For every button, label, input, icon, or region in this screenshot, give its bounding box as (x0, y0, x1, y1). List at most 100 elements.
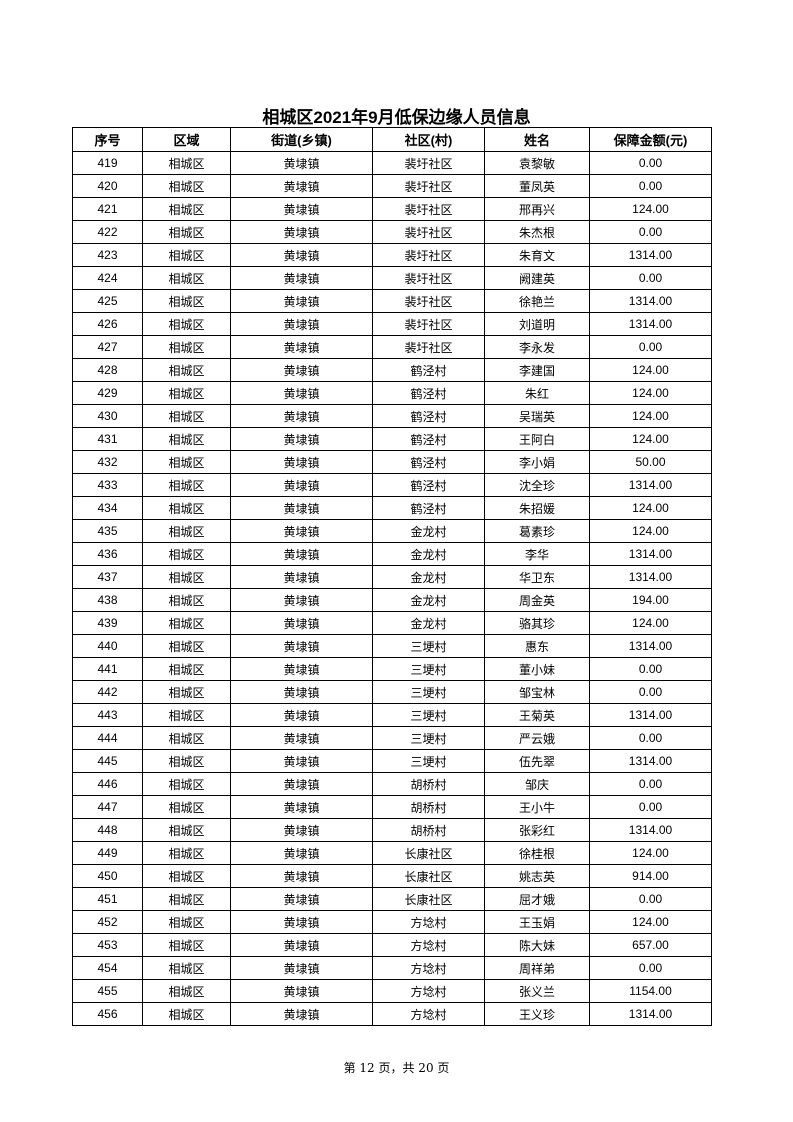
cell-street: 黄埭镇 (230, 726, 373, 750)
cell-amount: 0.00 (589, 887, 712, 911)
cell-district: 相城区 (142, 335, 231, 359)
cell-district: 相城区 (142, 197, 231, 221)
cell-district: 相城区 (142, 818, 231, 842)
cell-district: 相城区 (142, 726, 231, 750)
cell-district: 相城区 (142, 611, 231, 635)
cell-amount: 124.00 (589, 841, 712, 865)
cell-district: 相城区 (142, 1002, 231, 1026)
table-row: 425 相城区 黄埭镇 裴圩社区 徐艳兰 1314.00 (72, 289, 712, 313)
table-row: 431 相城区 黄埭镇 鹤泾村 王阿白 124.00 (72, 427, 712, 451)
cell-index: 446 (72, 772, 143, 796)
cell-index: 429 (72, 381, 143, 405)
cell-district: 相城区 (142, 151, 231, 175)
cell-district: 相城区 (142, 381, 231, 405)
cell-amount: 0.00 (589, 726, 712, 750)
cell-amount: 0.00 (589, 174, 712, 198)
cell-community: 鹤泾村 (372, 473, 485, 497)
table-row: 421 相城区 黄埭镇 裴圩社区 邢再兴 124.00 (72, 197, 712, 221)
cell-street: 黄埭镇 (230, 956, 373, 980)
cell-amount: 1314.00 (589, 818, 712, 842)
table-row: 452 相城区 黄埭镇 方埝村 王玉娟 124.00 (72, 910, 712, 934)
cell-street: 黄埭镇 (230, 312, 373, 336)
cell-district: 相城区 (142, 519, 231, 543)
cell-amount: 124.00 (589, 910, 712, 934)
cell-name: 董小妹 (484, 657, 590, 681)
table-row: 451 相城区 黄埭镇 长康社区 屈才娥 0.00 (72, 887, 712, 911)
cell-street: 黄埭镇 (230, 542, 373, 566)
cell-index: 431 (72, 427, 143, 451)
cell-street: 黄埭镇 (230, 565, 373, 589)
cell-name: 邹宝林 (484, 680, 590, 704)
cell-community: 裴圩社区 (372, 266, 485, 290)
cell-street: 黄埭镇 (230, 289, 373, 313)
cell-name: 邹庆 (484, 772, 590, 796)
cell-community: 金龙村 (372, 542, 485, 566)
cell-community: 三埂村 (372, 680, 485, 704)
cell-district: 相城区 (142, 887, 231, 911)
cell-amount: 0.00 (589, 151, 712, 175)
table-row: 423 相城区 黄埭镇 裴圩社区 朱育文 1314.00 (72, 243, 712, 267)
cell-street: 黄埭镇 (230, 450, 373, 474)
table-row: 446 相城区 黄埭镇 胡桥村 邹庆 0.00 (72, 772, 712, 796)
cell-street: 黄埭镇 (230, 818, 373, 842)
cell-street: 黄埭镇 (230, 772, 373, 796)
cell-street: 黄埭镇 (230, 979, 373, 1003)
cell-community: 裴圩社区 (372, 220, 485, 244)
cell-amount: 0.00 (589, 680, 712, 704)
cell-amount: 0.00 (589, 220, 712, 244)
cell-index: 425 (72, 289, 143, 313)
cell-amount: 124.00 (589, 381, 712, 405)
cell-amount: 124.00 (589, 496, 712, 520)
cell-community: 三埂村 (372, 726, 485, 750)
header-name: 姓名 (484, 127, 590, 152)
cell-community: 金龙村 (372, 519, 485, 543)
cell-district: 相城区 (142, 634, 231, 658)
cell-index: 450 (72, 864, 143, 888)
cell-district: 相城区 (142, 220, 231, 244)
cell-street: 黄埭镇 (230, 496, 373, 520)
cell-index: 437 (72, 565, 143, 589)
cell-amount: 124.00 (589, 197, 712, 221)
cell-index: 438 (72, 588, 143, 612)
table-row: 419 相城区 黄埭镇 裴圩社区 袁黎敏 0.00 (72, 151, 712, 175)
table-row: 422 相城区 黄埭镇 裴圩社区 朱杰根 0.00 (72, 220, 712, 244)
cell-name: 张义兰 (484, 979, 590, 1003)
cell-district: 相城区 (142, 174, 231, 198)
cell-index: 428 (72, 358, 143, 382)
cell-street: 黄埭镇 (230, 933, 373, 957)
table-row: 449 相城区 黄埭镇 长康社区 徐桂根 124.00 (72, 841, 712, 865)
cell-district: 相城区 (142, 358, 231, 382)
cell-amount: 0.00 (589, 956, 712, 980)
cell-index: 442 (72, 680, 143, 704)
cell-index: 455 (72, 979, 143, 1003)
cell-amount: 124.00 (589, 519, 712, 543)
cell-name: 惠东 (484, 634, 590, 658)
cell-index: 453 (72, 933, 143, 957)
cell-district: 相城区 (142, 404, 231, 428)
cell-name: 屈才娥 (484, 887, 590, 911)
cell-community: 金龙村 (372, 611, 485, 635)
header-community: 社区(村) (372, 127, 485, 152)
cell-district: 相城区 (142, 956, 231, 980)
cell-street: 黄埭镇 (230, 358, 373, 382)
cell-amount: 0.00 (589, 795, 712, 819)
cell-name: 严云娥 (484, 726, 590, 750)
cell-index: 449 (72, 841, 143, 865)
cell-name: 王小牛 (484, 795, 590, 819)
table-row: 426 相城区 黄埭镇 裴圩社区 刘道明 1314.00 (72, 312, 712, 336)
table-row: 430 相城区 黄埭镇 鹤泾村 吴瑞英 124.00 (72, 404, 712, 428)
cell-name: 华卫东 (484, 565, 590, 589)
cell-amount: 124.00 (589, 404, 712, 428)
cell-name: 姚志英 (484, 864, 590, 888)
table-row: 450 相城区 黄埭镇 长康社区 姚志英 914.00 (72, 864, 712, 888)
cell-index: 454 (72, 956, 143, 980)
cell-district: 相城区 (142, 496, 231, 520)
table-row: 442 相城区 黄埭镇 三埂村 邹宝林 0.00 (72, 680, 712, 704)
cell-district: 相城区 (142, 910, 231, 934)
cell-community: 裴圩社区 (372, 151, 485, 175)
cell-name: 袁黎敏 (484, 151, 590, 175)
cell-community: 方埝村 (372, 979, 485, 1003)
cell-community: 裴圩社区 (372, 174, 485, 198)
cell-district: 相城区 (142, 680, 231, 704)
cell-index: 444 (72, 726, 143, 750)
